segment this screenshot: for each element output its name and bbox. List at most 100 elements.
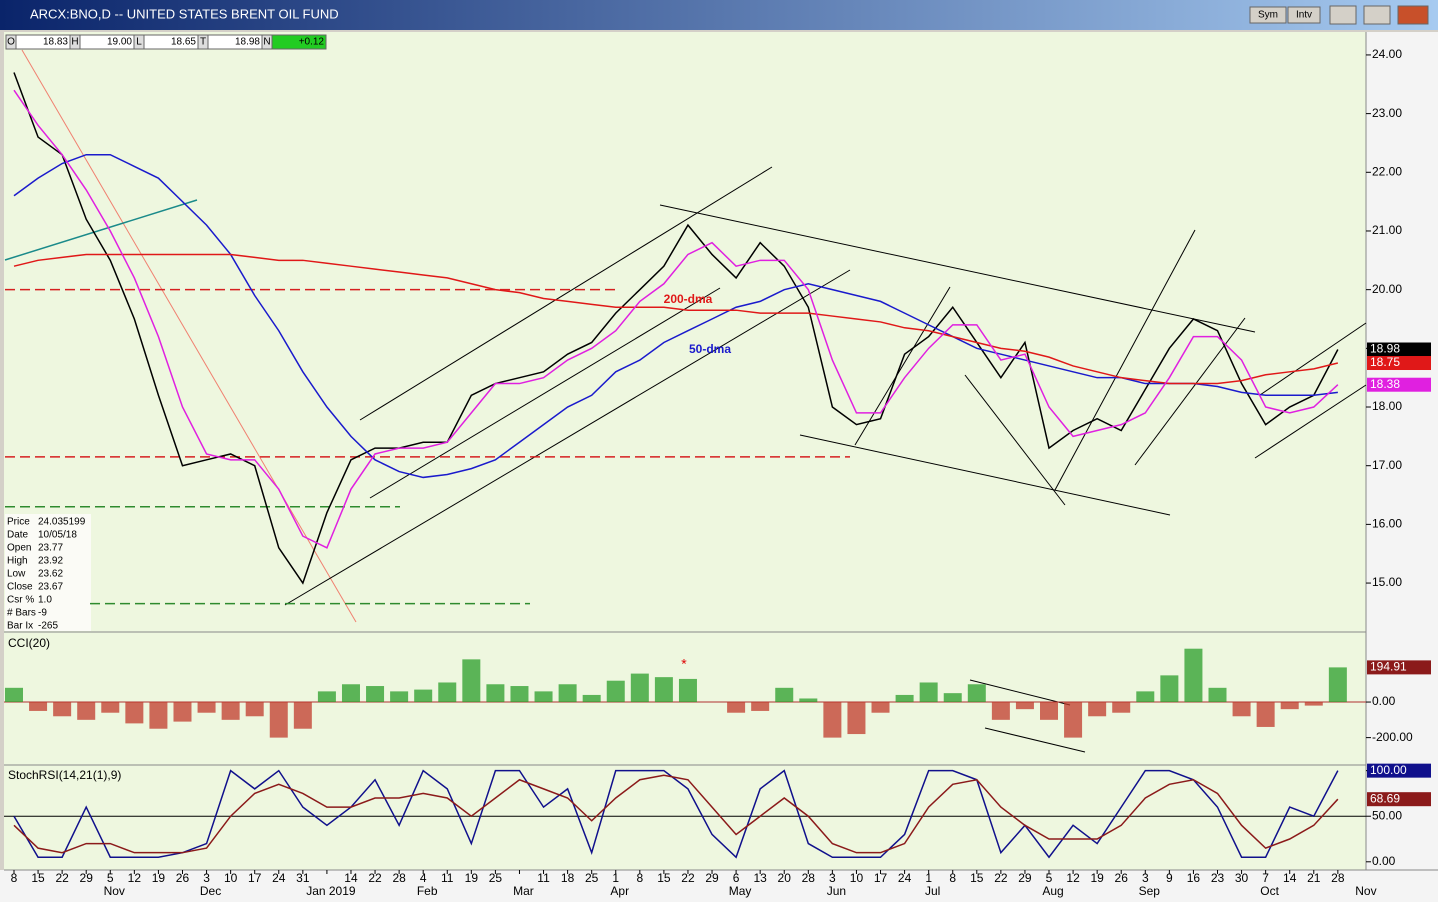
window-title: ARCX:BNO,D -- UNITED STATES BRENT OIL FU… <box>30 6 339 21</box>
x-tick-label: 26 <box>1115 871 1129 885</box>
y-tick-label: 23.00 <box>1372 106 1402 120</box>
cci-bar <box>871 702 890 713</box>
y-tick-label: 18.00 <box>1372 399 1402 413</box>
button-label[interactable]: Sym <box>1258 10 1278 21</box>
y-tick-label: 16.00 <box>1372 517 1402 531</box>
x-tick-label: 10 <box>224 871 238 885</box>
x-tick-label: 24 <box>272 871 286 885</box>
trendlines <box>4 49 1367 753</box>
data-window-value: 23.62 <box>38 569 63 580</box>
x-tick-label: 25 <box>489 871 503 885</box>
last-value-box <box>1367 377 1431 392</box>
cci-bar <box>5 687 23 703</box>
month-label: Aug <box>1042 884 1063 898</box>
button-label[interactable]: Intv <box>1296 10 1312 21</box>
series-line <box>13 769 1339 859</box>
x-tick-label: 13 <box>753 871 767 885</box>
last-value-label: 18.98 <box>1370 342 1400 356</box>
data-window-value: 10/05/18 <box>38 530 77 541</box>
trendline <box>4 199 198 261</box>
y-tick-label: -200.00 <box>1372 730 1413 744</box>
x-tick-label: 15 <box>970 871 984 885</box>
month-label: Jul <box>925 884 940 898</box>
cci-bar <box>414 689 433 703</box>
data-window-value: 23.67 <box>38 582 63 593</box>
x-tick-label: 22 <box>55 871 69 885</box>
y-tick-label: 22.00 <box>1372 164 1402 178</box>
cci-bar <box>967 684 986 703</box>
annotation: * <box>681 656 687 672</box>
cci-bar <box>149 702 168 729</box>
cci-bar <box>1040 702 1059 720</box>
x-tick-label: 8 <box>636 871 643 885</box>
cci-bar <box>1088 702 1107 717</box>
x-tick-label: 26 <box>176 871 190 885</box>
cci-bar <box>582 694 601 703</box>
y-tick-label: 15.00 <box>1372 575 1402 589</box>
intv-button[interactable] <box>1287 6 1321 24</box>
month-label: Oct <box>1260 884 1279 898</box>
data-window-label: Open <box>7 543 31 554</box>
data-window-label: Bar Ix <box>7 621 33 632</box>
cci-bar <box>438 682 457 703</box>
last-value-label: 194.91 <box>1370 660 1407 674</box>
cci-bar <box>919 682 938 703</box>
month-label: Feb <box>417 884 438 898</box>
title-bar <box>0 0 1438 30</box>
cci-bar <box>606 680 625 703</box>
cci-bar <box>1064 702 1083 738</box>
x-tick-label: 28 <box>1331 871 1345 885</box>
cci-bar <box>221 702 240 720</box>
series-line <box>13 89 1339 549</box>
trendline <box>799 434 1171 516</box>
x-tick-label: 22 <box>681 871 695 885</box>
quote-value: 18.83 <box>43 37 68 48</box>
trendline <box>284 269 851 606</box>
x-tick-label: 9 <box>1166 871 1173 885</box>
minimize-button[interactable] <box>1329 5 1357 25</box>
series-label: 50-dma <box>689 342 731 356</box>
quote-key: H <box>71 37 78 48</box>
x-tick-label: 19 <box>465 871 479 885</box>
x-tick-label: 5 <box>1046 871 1053 885</box>
x-tick-label: 11 <box>537 871 550 885</box>
data-window-label: Date <box>7 530 29 541</box>
x-tick-label: 25 <box>585 871 599 885</box>
cci-bar <box>534 691 553 703</box>
quote-key: T <box>200 37 206 48</box>
sym-button[interactable] <box>1249 6 1287 24</box>
data-window-label: High <box>7 556 28 567</box>
trendline <box>1054 229 1196 491</box>
quote-value: 18.98 <box>235 37 260 48</box>
cci-bar <box>1112 702 1131 713</box>
cci-bar <box>1232 702 1251 717</box>
quote-value-box <box>271 34 327 50</box>
plot-area <box>4 32 1366 870</box>
x-tick-label: 16 <box>1187 871 1201 885</box>
cci-bar <box>1280 702 1299 710</box>
month-label: May <box>729 884 752 898</box>
x-tick-label: 4 <box>420 871 427 885</box>
x-tick-label: 24 <box>898 871 912 885</box>
x-tick-label: 22 <box>994 871 1008 885</box>
x-tick-label: 6 <box>733 871 740 885</box>
series-line <box>13 153 1338 479</box>
x-axis-area <box>0 870 1438 902</box>
y-tick-label: 50.00 <box>1372 808 1402 822</box>
month-label: Nov <box>104 884 125 898</box>
quote-value: 19.00 <box>107 37 132 48</box>
last-value-label: 18.38 <box>1370 377 1400 391</box>
cci-bar <box>462 659 481 703</box>
data-window-label: Close <box>7 582 33 593</box>
month-label: Apr <box>610 884 629 898</box>
close-button[interactable] <box>1397 5 1429 25</box>
cci-bar <box>1015 702 1034 710</box>
cci-bar <box>510 686 529 703</box>
x-tick-label: 3 <box>203 871 210 885</box>
cci-bar <box>366 686 385 703</box>
x-tick-label: 29 <box>1018 871 1032 885</box>
trendline <box>964 374 1066 506</box>
maximize-button[interactable] <box>1363 5 1391 25</box>
data-window-label: Low <box>7 569 26 580</box>
